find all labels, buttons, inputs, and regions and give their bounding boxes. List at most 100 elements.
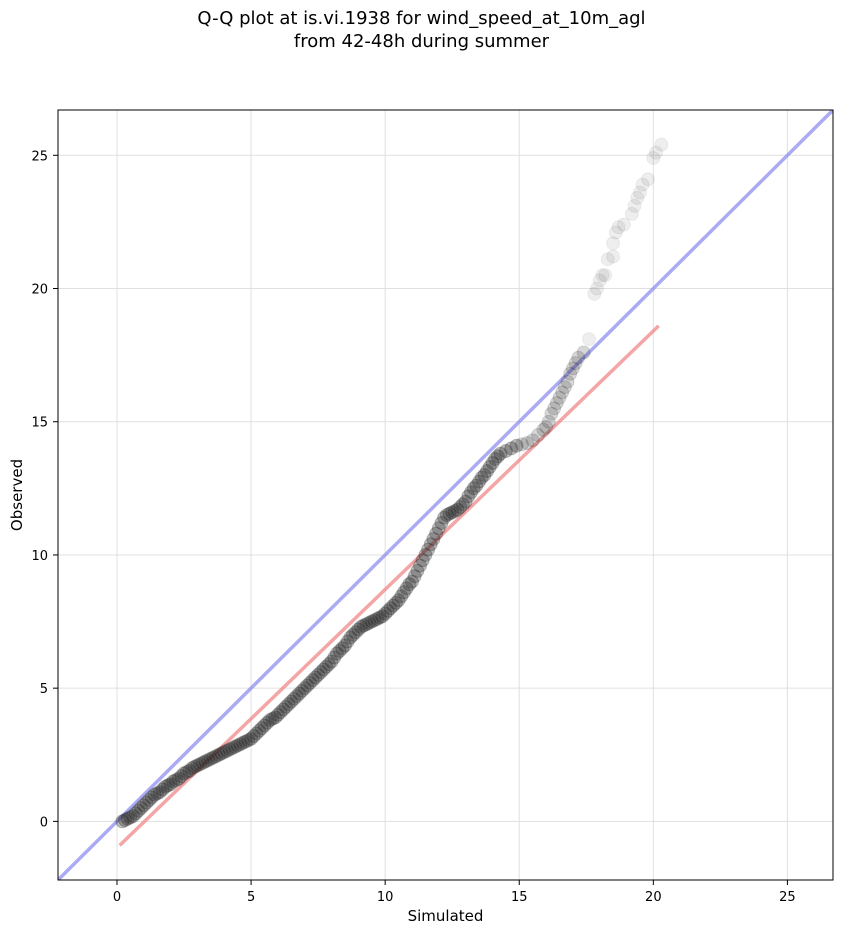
data-point xyxy=(227,739,242,754)
data-point xyxy=(493,446,508,461)
y-tick-label: 20 xyxy=(31,283,48,298)
data-point xyxy=(316,662,331,677)
data-point xyxy=(187,759,202,774)
data-point xyxy=(118,813,133,828)
data-point xyxy=(152,785,167,800)
x-tick-label: 15 xyxy=(511,890,528,905)
data-point xyxy=(219,743,234,758)
data-point xyxy=(640,172,655,187)
data-point xyxy=(115,814,130,829)
data-point xyxy=(179,765,194,780)
data-point xyxy=(568,356,583,371)
data-point xyxy=(209,749,224,764)
data-point xyxy=(211,747,226,762)
data-point xyxy=(225,741,240,756)
data-point xyxy=(359,617,374,632)
x-axis-label: Simulated xyxy=(408,907,484,925)
data-point xyxy=(654,137,669,152)
chart-title-line2: from 42-48h during summer xyxy=(293,31,550,52)
data-point xyxy=(458,494,473,509)
data-point xyxy=(608,225,623,240)
data-point xyxy=(399,581,414,596)
data-point xyxy=(557,380,572,395)
data-point xyxy=(364,614,379,629)
data-point xyxy=(606,236,621,251)
data-point xyxy=(450,502,465,517)
data-point xyxy=(525,433,540,448)
data-point xyxy=(171,771,186,786)
data-point xyxy=(131,803,146,818)
data-point xyxy=(587,286,602,301)
data-point xyxy=(504,441,519,456)
data-point xyxy=(236,735,251,750)
data-point xyxy=(289,689,304,704)
data-point xyxy=(337,638,352,653)
data-point xyxy=(324,654,339,669)
data-point xyxy=(461,489,476,504)
data-point xyxy=(177,766,192,781)
data-point xyxy=(576,345,591,360)
data-point xyxy=(217,745,232,760)
data-point xyxy=(311,667,326,682)
data-point xyxy=(351,622,366,637)
data-point xyxy=(168,773,183,788)
data-point xyxy=(630,190,645,205)
plot-frame xyxy=(57,109,834,881)
data-point xyxy=(544,406,559,421)
data-point xyxy=(485,456,500,471)
data-point xyxy=(404,574,419,589)
data-point xyxy=(590,281,605,296)
data-point xyxy=(632,185,647,200)
x-tick-label: 0 xyxy=(113,890,121,905)
data-point xyxy=(592,273,607,288)
data-point xyxy=(244,731,259,746)
data-point xyxy=(611,220,626,235)
data-point xyxy=(262,713,277,728)
data-point xyxy=(257,718,272,733)
data-point xyxy=(627,198,642,213)
data-point xyxy=(442,506,457,521)
data-point xyxy=(423,537,438,552)
chart-title-line1: Q-Q plot at is.vi.1938 for wind_speed_at… xyxy=(197,8,646,29)
data-point xyxy=(539,420,554,435)
data-point xyxy=(281,697,296,712)
data-point xyxy=(388,595,403,610)
data-point xyxy=(246,729,261,744)
data-point xyxy=(120,811,135,826)
data-point xyxy=(606,249,621,264)
data-point xyxy=(547,401,562,416)
data-point xyxy=(134,801,149,816)
data-point xyxy=(252,723,267,738)
data-point xyxy=(407,569,422,584)
data-point xyxy=(514,437,529,452)
data-point xyxy=(429,526,444,541)
data-point xyxy=(531,428,546,443)
data-point xyxy=(600,252,615,267)
data-point xyxy=(555,385,570,400)
y-tick-label: 25 xyxy=(31,149,48,164)
data-point xyxy=(230,738,245,753)
fit-line xyxy=(118,324,660,847)
y-tick-label: 15 xyxy=(31,416,48,431)
data-point xyxy=(474,470,489,485)
data-point xyxy=(254,721,269,736)
data-point xyxy=(329,646,344,661)
data-point xyxy=(155,782,170,797)
y-tick-label: 10 xyxy=(31,549,48,564)
data-point xyxy=(265,711,280,726)
data-point xyxy=(276,702,291,717)
data-point xyxy=(297,681,312,696)
data-point xyxy=(624,206,639,221)
data-point xyxy=(477,468,492,483)
data-point xyxy=(126,809,141,824)
data-point xyxy=(372,610,387,625)
data-point xyxy=(348,625,363,640)
data-point xyxy=(490,449,505,464)
data-point xyxy=(260,715,275,730)
data-point xyxy=(469,478,484,493)
data-point xyxy=(166,774,181,789)
data-point xyxy=(268,710,283,725)
data-point xyxy=(396,585,411,600)
x-tick-label: 25 xyxy=(779,890,796,905)
data-point xyxy=(386,598,401,613)
